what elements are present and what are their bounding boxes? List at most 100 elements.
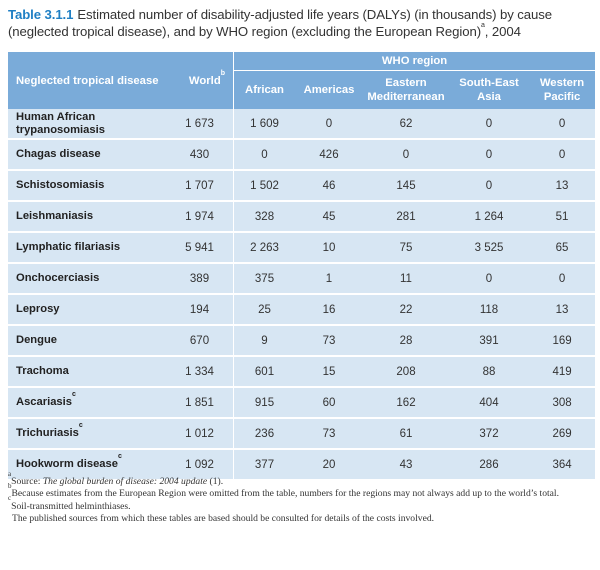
african-value: 2 263 [233, 231, 295, 262]
header-region-african: African [233, 71, 295, 109]
caption-text: Estimated number of disability-adjusted … [8, 7, 552, 39]
western-pacific-value: 419 [529, 355, 596, 386]
table-row: Dengue 670 9 73 28 391 169 [8, 324, 596, 355]
south-east-asia-value: 286 [449, 448, 529, 479]
eastern-mediterranean-value: 208 [363, 355, 449, 386]
source-title: The global burden of disease: 2004 updat… [42, 476, 208, 487]
south-east-asia-value: 3 525 [449, 231, 529, 262]
disease-name: Leprosy [8, 293, 166, 324]
eastern-mediterranean-value: 28 [363, 324, 449, 355]
americas-value: 1 [295, 262, 363, 293]
disease-name: Human African trypanosomiasis [8, 109, 166, 138]
disease-name: Onchocerciasis [8, 262, 166, 293]
world-value: 670 [166, 324, 233, 355]
western-pacific-value: 0 [529, 262, 596, 293]
americas-value: 60 [295, 386, 363, 417]
south-east-asia-value: 404 [449, 386, 529, 417]
western-pacific-value: 13 [529, 169, 596, 200]
eastern-mediterranean-value: 145 [363, 169, 449, 200]
table-row: Onchocerciasis 389 375 1 11 0 0 [8, 262, 596, 293]
table-row: Trachoma 1 334 601 15 208 88 419 [8, 355, 596, 386]
eastern-mediterranean-value: 11 [363, 262, 449, 293]
world-value: 1 012 [166, 417, 233, 448]
disease-name: Trichuriasisc [8, 417, 166, 448]
table-row: Schistosomiasis 1 707 1 502 46 145 0 13 [8, 169, 596, 200]
table-body: Human African trypanosomiasis 1 673 1 609 0… [8, 109, 596, 479]
african-value: 25 [233, 293, 295, 324]
western-pacific-value: 13 [529, 293, 596, 324]
eastern-mediterranean-value: 43 [363, 448, 449, 479]
western-pacific-value: 51 [529, 200, 596, 231]
americas-value: 15 [295, 355, 363, 386]
header-region-south-east-asia: South-East Asia [449, 71, 529, 109]
south-east-asia-value: 1 264 [449, 200, 529, 231]
western-pacific-value: 169 [529, 324, 596, 355]
african-value: 1 502 [233, 169, 295, 200]
americas-value: 46 [295, 169, 363, 200]
western-pacific-value: 65 [529, 231, 596, 262]
african-value: 1 609 [233, 109, 295, 138]
header-region-eastern-mediterranean: Eastern Mediterranean [363, 71, 449, 109]
disease-name: Chagas disease [8, 138, 166, 169]
table-row: Trichuriasisc 1 012 236 73 61 372 269 [8, 417, 596, 448]
south-east-asia-value: 0 [449, 138, 529, 169]
western-pacific-value: 364 [529, 448, 596, 479]
world-value: 1 707 [166, 169, 233, 200]
disease-name: Ascariasisc [8, 386, 166, 417]
african-value: 601 [233, 355, 295, 386]
african-value: 377 [233, 448, 295, 479]
south-east-asia-value: 372 [449, 417, 529, 448]
eastern-mediterranean-value: 0 [363, 138, 449, 169]
disease-name: Hookworm diseasec [8, 448, 166, 479]
world-value: 5 941 [166, 231, 233, 262]
footnote-c: cSoil-transmitted helminthiases. [8, 494, 131, 512]
disease-name: Leishmaniasis [8, 200, 166, 231]
world-value: 1 334 [166, 355, 233, 386]
table-row: Ascariasisc 1 851 915 60 162 404 308 [8, 386, 596, 417]
caption-year: , 2004 [484, 24, 521, 39]
western-pacific-value: 269 [529, 417, 596, 448]
header-world: Worldb [166, 52, 233, 109]
footnote-note: The published sources from which these t… [12, 512, 435, 524]
western-pacific-value: 308 [529, 386, 596, 417]
header-who-region: WHO region [233, 52, 596, 71]
table-row: Chagas disease 430 0 426 0 0 0 [8, 138, 596, 169]
african-value: 375 [233, 262, 295, 293]
world-value: 194 [166, 293, 233, 324]
south-east-asia-value: 0 [449, 169, 529, 200]
header-disease: Neglected tropical disease [8, 52, 166, 109]
dalys-table: Neglected tropical disease Worldb WHO re… [8, 52, 596, 479]
americas-value: 10 [295, 231, 363, 262]
south-east-asia-value: 0 [449, 109, 529, 138]
americas-value: 16 [295, 293, 363, 324]
table-row: Lymphatic filariasis 5 941 2 263 10 75 3 525 6… [8, 231, 596, 262]
table-number: Table 3.1.1 [8, 7, 74, 22]
data-table-container: Neglected tropical disease Worldb WHO re… [8, 52, 596, 479]
eastern-mediterranean-value: 22 [363, 293, 449, 324]
disease-name: Dengue [8, 324, 166, 355]
americas-value: 73 [295, 417, 363, 448]
world-value: 1 974 [166, 200, 233, 231]
header-region-americas: Americas [295, 71, 363, 109]
disease-name: Lymphatic filariasis [8, 231, 166, 262]
african-value: 236 [233, 417, 295, 448]
south-east-asia-value: 391 [449, 324, 529, 355]
footnote-a: aSource: The global burden of disease: 2… [8, 469, 224, 487]
world-value: 1 673 [166, 109, 233, 138]
south-east-asia-value: 0 [449, 262, 529, 293]
americas-value: 45 [295, 200, 363, 231]
western-pacific-value: 0 [529, 138, 596, 169]
south-east-asia-value: 88 [449, 355, 529, 386]
south-east-asia-value: 118 [449, 293, 529, 324]
eastern-mediterranean-value: 61 [363, 417, 449, 448]
table-row: Leishmaniasis 1 974 328 45 281 1 264 51 [8, 200, 596, 231]
african-value: 9 [233, 324, 295, 355]
african-value: 0 [233, 138, 295, 169]
table-row: Hookworm diseasec 1 092 377 20 43 286 364 [8, 448, 596, 479]
americas-value: 426 [295, 138, 363, 169]
table-caption: Table 3.1.1 Estimated number of disabilit… [8, 6, 592, 40]
footnotes: aSource: The global burden of disease: 2… [8, 469, 596, 525]
western-pacific-value: 0 [529, 109, 596, 138]
americas-value: 0 [295, 109, 363, 138]
table-row: Leprosy 194 25 16 22 118 13 [8, 293, 596, 324]
